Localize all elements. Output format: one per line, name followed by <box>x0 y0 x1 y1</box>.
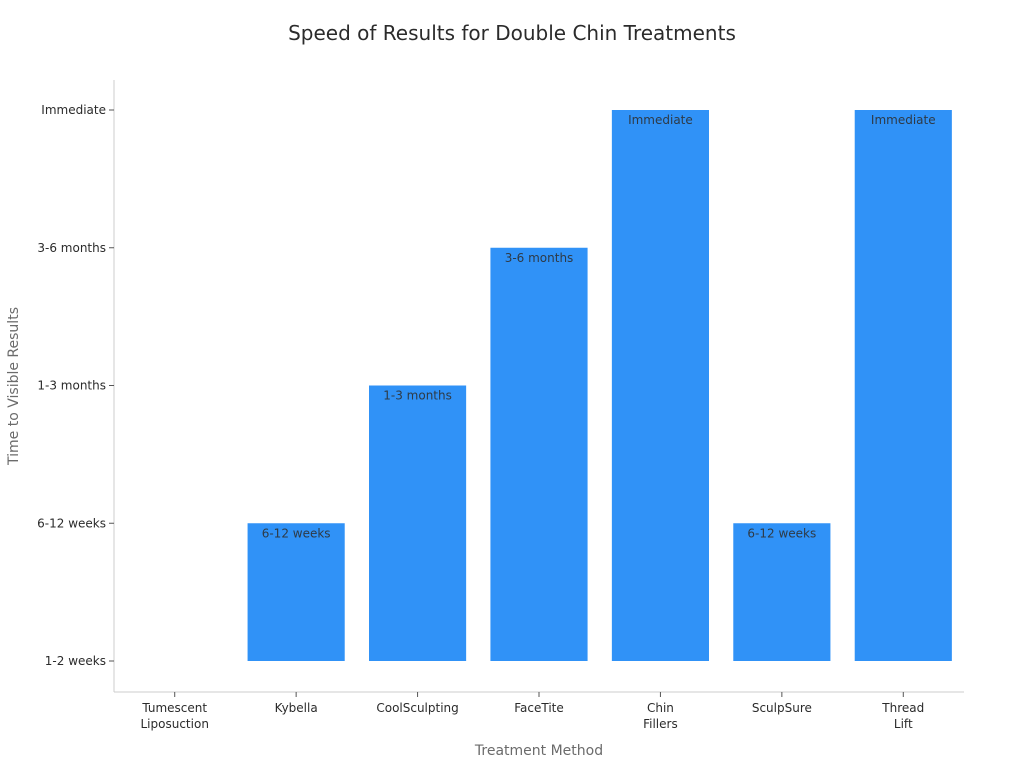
x-tick-label: Kybella <box>275 701 318 715</box>
x-tick-label: CoolSculpting <box>376 701 458 715</box>
bar-data-label: 6-12 weeks <box>262 526 331 540</box>
x-ticks: Tumescent Liposuction Kybella CoolSculpting… <box>141 692 924 731</box>
bar-data-label: 3-6 months <box>505 251 574 265</box>
y-tick-label: 6-12 weeks <box>37 516 106 530</box>
x-tick-label: FaceTite <box>514 701 564 715</box>
x-tick-label: Thread Lift <box>881 701 924 731</box>
bar-data-label: 6-12 weeks <box>747 526 816 540</box>
bar <box>247 523 345 661</box>
bar <box>369 385 467 661</box>
bar <box>611 110 709 661</box>
y-ticks: 1-2 weeks 6-12 weeks 1-3 months 3-6 months I… <box>37 103 114 668</box>
bars: 6-12 weeks 1-3 months 3-6 months Immediate 6… <box>247 110 952 661</box>
bar <box>733 523 831 661</box>
x-tick-label: SculpSure <box>752 701 812 715</box>
bar-data-label: Immediate <box>871 113 936 127</box>
bar <box>854 110 952 661</box>
x-axis-label: Treatment Method <box>474 743 603 759</box>
bar-data-label: Immediate <box>628 113 693 127</box>
bar <box>490 247 588 661</box>
y-tick-label: 3-6 months <box>37 241 106 255</box>
bar-data-label: 1-3 months <box>383 389 452 403</box>
chart-title: Speed of Results for Double Chin Treatme… <box>288 21 736 45</box>
y-axis-label: Time to Visible Results <box>6 307 22 466</box>
x-tick-label: Tumescent Liposuction <box>141 701 209 731</box>
y-tick-label: Immediate <box>41 103 106 117</box>
y-tick-label: 1-2 weeks <box>45 654 106 668</box>
y-tick-label: 1-3 months <box>37 379 106 393</box>
x-tick-label: Chin Fillers <box>643 701 678 731</box>
